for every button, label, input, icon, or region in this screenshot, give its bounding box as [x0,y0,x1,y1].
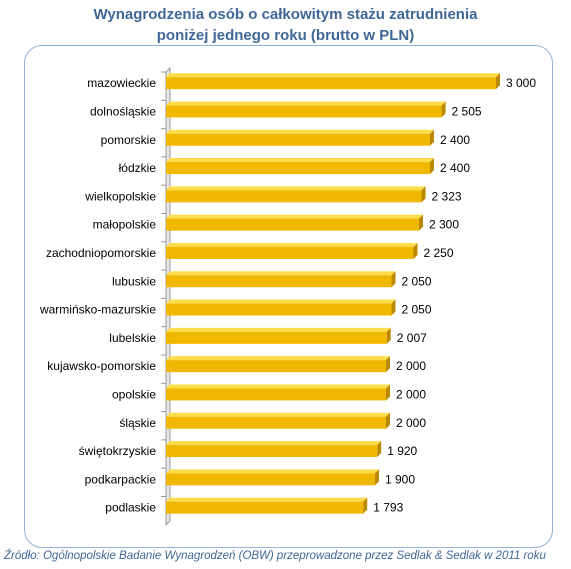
bar-top [166,299,396,304]
bar-side [441,101,446,118]
category-label: dolnośląskie [90,104,156,118]
category-label: lubuskie [112,274,156,288]
bar [166,162,430,175]
bar-side [386,412,390,429]
bar-side [386,327,391,344]
category-axis [161,66,171,527]
bar [166,275,392,288]
data-label: 2 400 [440,133,470,147]
category-label: śląskie [119,416,156,430]
bar-top [166,412,390,417]
data-label: 3 000 [506,76,536,90]
bar [166,190,422,203]
data-label: 2 000 [396,416,426,430]
chart-panel [24,45,553,548]
bar [166,473,375,486]
bar-side [496,73,500,90]
chart-title-line2: poniżej jednego roku (brutto w PLN) [156,27,415,44]
data-label: 2 400 [440,161,470,175]
bar-top [166,101,446,106]
bar-side [363,497,368,514]
source-note: Źródło: Ogólnopolskie Badanie Wynagrodze… [4,550,546,562]
bar [166,360,386,373]
category-label: łódzkie [119,161,157,175]
bar-side [391,299,396,316]
category-label: wielkopolskie [84,189,156,203]
data-label: 1 900 [385,472,415,486]
bar-side [391,271,396,288]
bars [166,73,500,514]
bar [166,388,386,401]
bar-top [166,129,434,134]
bar [166,416,386,429]
category-label: podkarpackie [85,472,157,486]
data-label: 2 007 [397,331,427,345]
labels: mazowieckie 3 000 dolnośląskie 2 505 pomorsk… [39,76,536,515]
bar [166,303,392,316]
data-label: 2 050 [402,274,432,288]
bar-side [386,384,390,401]
bar-side [413,242,418,259]
bar-top [166,73,500,78]
chart-title-line1: Wynagrodzenia osób o całkowitym stażu za… [93,6,478,23]
bar-top [166,384,390,389]
bar-top [166,469,379,474]
data-label: 2 250 [424,246,454,260]
category-label: warmińsko-mazurskie [39,303,156,317]
bar-top [166,441,382,446]
category-label: zachodniopomorskie [46,246,156,260]
category-label: kujawsko-pomorskie [47,359,156,373]
data-label: 2 505 [452,104,482,118]
category-label: małopolskie [93,218,157,232]
category-label: pomorskie [101,133,157,147]
bar [166,246,414,259]
bar-top [166,186,426,191]
bar-top [166,158,434,163]
bar [166,77,496,90]
bar-side [377,441,382,458]
chart-title: Wynagrodzenia osób o całkowitym stażu za… [0,4,571,46]
bar [166,105,442,118]
bar-top [166,271,396,276]
bar [166,501,364,514]
data-label: 2 050 [402,303,432,317]
bar-top [166,356,390,361]
data-label: 2 323 [432,189,462,203]
bar-side [430,129,434,146]
data-label: 2 000 [396,387,426,401]
category-label: opolskie [112,387,156,401]
bar [166,133,430,146]
category-label: podlaskie [105,501,156,515]
bar-side [419,214,423,231]
bar [166,218,419,231]
bar [166,331,387,344]
bar-top [166,497,368,502]
bar-side [375,469,379,486]
bar-top [166,214,423,219]
data-label: 1 920 [387,444,417,458]
data-label: 2 000 [396,359,426,373]
bar-side [386,356,390,373]
category-label: mazowieckie [87,76,156,90]
bar-top [166,242,418,247]
bar-side [421,186,426,203]
bar-top [166,327,391,332]
axis-floor-edge [165,520,171,526]
data-label: 1 793 [373,501,403,515]
category-label: świętokrzyskie [79,444,157,458]
bar [166,445,378,458]
data-label: 2 300 [429,218,459,232]
category-label: lubelskie [109,331,156,345]
bar-side [430,158,434,175]
